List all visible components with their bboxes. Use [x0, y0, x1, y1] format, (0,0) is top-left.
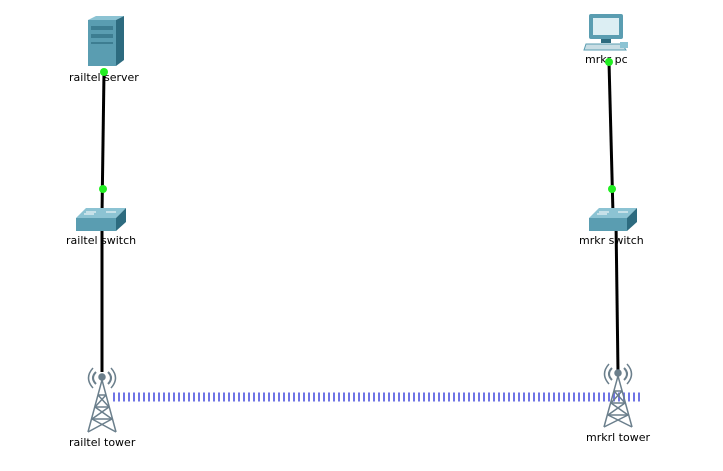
link-up-indicator [608, 185, 616, 193]
wired-links [100, 61, 620, 373]
device-label: railtel switch [66, 234, 136, 247]
device-railtel-tower[interactable]: railtel tower [69, 367, 136, 449]
switch-icon [589, 208, 637, 231]
pc-icon [583, 14, 628, 51]
device-railtel-switch[interactable]: railtel switch [66, 208, 136, 247]
server-icon [88, 16, 124, 66]
device-mrkr-pc[interactable]: mrkr pc [583, 14, 628, 66]
device-mrkr-switch[interactable]: mrkr switch [579, 208, 644, 247]
link-up-indicator [100, 68, 108, 76]
tower-icon [87, 367, 117, 433]
switch-icon [76, 208, 126, 231]
device-label: mrkr switch [579, 234, 644, 247]
device-railtel-server[interactable]: railtel server [69, 16, 139, 84]
link-status-indicators [99, 58, 616, 193]
link-up-indicator [605, 58, 613, 66]
device-label: mrkrl tower [586, 431, 650, 444]
device-label: railtel tower [69, 436, 136, 449]
link-mrkr-switch-tower[interactable] [614, 221, 620, 373]
link-up-indicator [99, 185, 107, 193]
device-mrkrl-tower[interactable]: mrkrl tower [586, 363, 650, 444]
tower-icon [603, 363, 633, 428]
device-label: railtel server [69, 71, 139, 84]
